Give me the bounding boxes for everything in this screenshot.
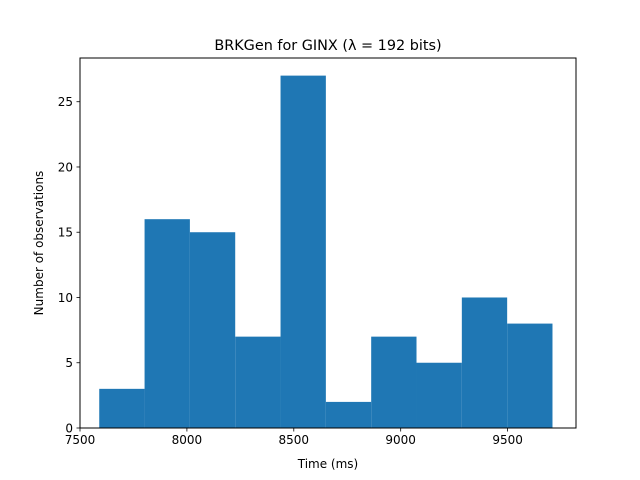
histogram-bar bbox=[235, 336, 281, 428]
histogram-bar bbox=[461, 297, 508, 428]
y-tick-label: 25 bbox=[58, 95, 73, 109]
y-tick-label: 15 bbox=[58, 226, 73, 240]
histogram-bar bbox=[325, 401, 372, 428]
x-tick-label: 9500 bbox=[492, 433, 523, 447]
histogram-bar bbox=[507, 323, 553, 428]
y-axis-ticks: 0 5 10 15 20 25 bbox=[58, 95, 80, 436]
y-tick-label: 10 bbox=[58, 291, 73, 305]
y-tick-label: 5 bbox=[65, 356, 73, 370]
histogram-bar bbox=[144, 219, 190, 428]
histogram-bar bbox=[99, 388, 145, 428]
chart-title: BRKGen for GINX (λ = 192 bits) bbox=[214, 38, 441, 54]
bars-group bbox=[99, 75, 553, 428]
x-tick-label: 8500 bbox=[279, 433, 310, 447]
y-tick-label: 20 bbox=[58, 160, 73, 174]
histogram-bar bbox=[189, 232, 236, 428]
histogram-bar bbox=[371, 336, 417, 428]
histogram-bar bbox=[416, 362, 462, 428]
y-tick-label: 0 bbox=[65, 422, 73, 436]
x-axis-ticks: 7500 8000 8500 9000 9500 bbox=[65, 428, 523, 447]
plot-frame bbox=[79, 57, 577, 429]
y-axis-label: Number of observations bbox=[32, 171, 46, 316]
x-tick-label: 7500 bbox=[65, 433, 96, 447]
x-axis-label: Time (ms) bbox=[297, 457, 359, 471]
histogram-bar bbox=[280, 75, 326, 428]
x-tick-label: 9000 bbox=[385, 433, 416, 447]
x-tick-label: 8000 bbox=[172, 433, 203, 447]
